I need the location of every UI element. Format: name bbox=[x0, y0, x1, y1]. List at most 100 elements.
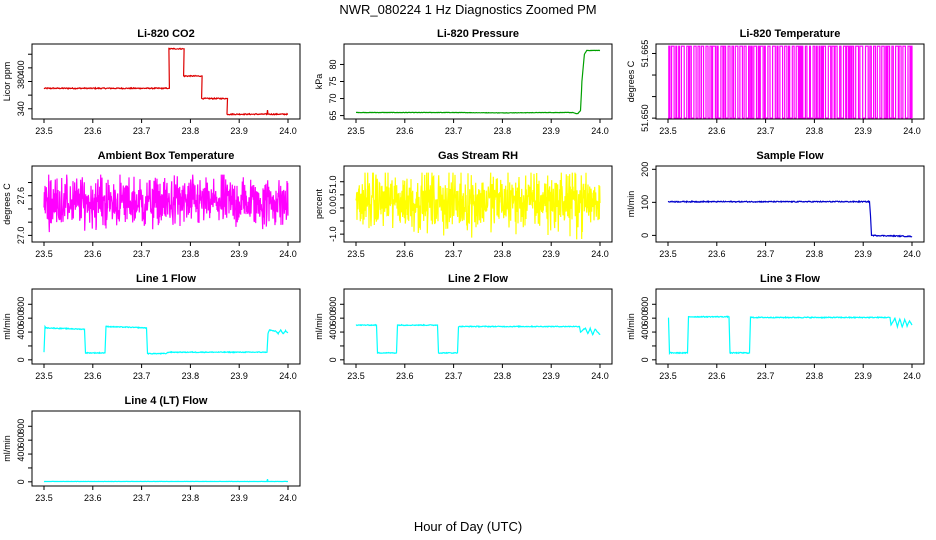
y-tick-label: 0.5 bbox=[328, 189, 338, 202]
panels: Li-820 CO2 23.5 23.6 23.7 23.8 23.9 24.0 340 380… bbox=[2, 28, 925, 503]
x-tick-label: 23.7 bbox=[445, 371, 463, 381]
panel-8: Line 2 Flow 23.5 23.6 23.7 23.8 23.9 24.0 0 4006… bbox=[314, 273, 613, 381]
x-tick-label: 23.5 bbox=[35, 126, 53, 136]
x-tick-label: 24.0 bbox=[279, 249, 297, 259]
x-tick-label: 23.5 bbox=[35, 371, 53, 381]
x-tick-label: 23.5 bbox=[347, 249, 365, 259]
x-tick-label: 23.5 bbox=[347, 371, 365, 381]
x-tick-label: 23.6 bbox=[84, 371, 102, 381]
plot-frame bbox=[655, 288, 925, 365]
x-tick-label: 23.7 bbox=[757, 249, 775, 259]
panel-title: Line 4 (LT) Flow bbox=[125, 395, 208, 407]
x-tick-label: 23.5 bbox=[347, 126, 365, 136]
y-tick-label: 600 bbox=[16, 433, 26, 448]
series-line bbox=[667, 315, 913, 356]
y-tick-label: 65 bbox=[328, 111, 338, 121]
x-tick-label: 23.6 bbox=[708, 371, 726, 381]
y-axis-label: kPa bbox=[314, 74, 324, 90]
x-tick-label: 23.7 bbox=[445, 249, 463, 259]
panel-title: Line 2 Flow bbox=[448, 273, 508, 285]
x-tick-label: 23.6 bbox=[708, 249, 726, 259]
plot-frame bbox=[655, 165, 925, 243]
y-tick-label: 100 bbox=[640, 195, 650, 210]
y-tick-label: -1.0 bbox=[328, 226, 338, 242]
x-tick-label: 23.8 bbox=[806, 371, 824, 381]
x-tick-label: 23.9 bbox=[230, 493, 248, 503]
x-tick-label: 23.7 bbox=[133, 371, 151, 381]
y-tick-label: 600 bbox=[640, 311, 650, 326]
y-axis-label: Licor ppm bbox=[2, 62, 12, 102]
x-tick-label: 23.8 bbox=[182, 249, 200, 259]
x-tick-label: 23.7 bbox=[133, 493, 151, 503]
panel-title: Ambient Box Temperature bbox=[98, 150, 235, 162]
x-tick-label: 23.6 bbox=[396, 371, 414, 381]
plot-frame bbox=[31, 288, 301, 365]
plot-frame bbox=[343, 288, 613, 365]
y-axis-label: ml/min bbox=[314, 313, 324, 340]
y-tick-label: 400 bbox=[16, 60, 26, 75]
y-axis-label: percent bbox=[314, 188, 324, 219]
x-tick-label: 23.9 bbox=[542, 371, 560, 381]
y-tick-label: 400 bbox=[640, 325, 650, 340]
x-tick-label: 23.6 bbox=[396, 126, 414, 136]
y-tick-label: 800 bbox=[16, 297, 26, 312]
y-tick-label: 800 bbox=[328, 297, 338, 312]
panel-9: Line 3 Flow 23.5 23.6 23.7 23.8 23.9 24.0 0 4006… bbox=[626, 273, 925, 381]
y-tick-label: 27.6 bbox=[16, 187, 26, 205]
panel-3: Li-820 Temperature 23.5 23.6 23.7 23.8 23.9 24… bbox=[626, 28, 925, 136]
series-line bbox=[668, 45, 913, 119]
x-tick-label: 23.8 bbox=[494, 249, 512, 259]
panel-title: Line 3 Flow bbox=[760, 273, 820, 285]
y-tick-label: 0.0 bbox=[328, 202, 338, 215]
x-tick-label: 23.9 bbox=[542, 126, 560, 136]
x-tick-label: 23.9 bbox=[854, 371, 872, 381]
series-line bbox=[355, 323, 601, 355]
panel-4: Ambient Box Temperature 23.5 23.6 23.7 23.8 2… bbox=[2, 150, 301, 259]
series-line bbox=[43, 478, 288, 483]
x-tick-label: 23.5 bbox=[659, 126, 677, 136]
y-tick-label: 51.650 bbox=[640, 104, 650, 132]
x-tick-label: 23.8 bbox=[806, 249, 824, 259]
x-tick-label: 24.0 bbox=[279, 493, 297, 503]
panel-5: Gas Stream RH 23.5 23.6 23.7 23.8 23.9 24.0 -1.… bbox=[314, 150, 613, 259]
x-tick-label: 23.6 bbox=[84, 493, 102, 503]
x-tick-label: 23.6 bbox=[396, 249, 414, 259]
y-tick-label: 51.665 bbox=[640, 40, 650, 68]
x-tick-label: 23.7 bbox=[133, 249, 151, 259]
y-tick-label: 70 bbox=[328, 94, 338, 104]
x-tick-label: 23.8 bbox=[494, 126, 512, 136]
x-tick-label: 23.7 bbox=[445, 126, 463, 136]
panel-title: Li-820 Temperature bbox=[740, 28, 841, 40]
x-tick-label: 23.8 bbox=[494, 371, 512, 381]
x-tick-label: 23.8 bbox=[182, 126, 200, 136]
x-tick-label: 23.5 bbox=[35, 249, 53, 259]
plot-frame bbox=[655, 43, 925, 120]
y-axis-label: ml/min bbox=[626, 313, 636, 340]
x-tick-label: 23.5 bbox=[659, 371, 677, 381]
x-tick-label: 24.0 bbox=[903, 126, 921, 136]
panel-1: Li-820 CO2 23.5 23.6 23.7 23.8 23.9 24.0 340 380… bbox=[2, 28, 301, 136]
y-tick-label: 380 bbox=[16, 74, 26, 89]
x-tick-label: 23.9 bbox=[542, 249, 560, 259]
panel-2: Li-820 Pressure 23.5 23.6 23.7 23.8 23.9 24.0 6… bbox=[314, 28, 613, 136]
x-tick-label: 23.9 bbox=[230, 249, 248, 259]
plot-frame bbox=[31, 43, 301, 120]
series-line bbox=[667, 200, 913, 238]
y-tick-label: 75 bbox=[328, 76, 338, 86]
x-tick-label: 23.5 bbox=[659, 249, 677, 259]
y-tick-label: 800 bbox=[16, 419, 26, 434]
y-tick-label: 600 bbox=[328, 311, 338, 326]
y-axis-label: degrees C bbox=[626, 60, 636, 102]
x-tick-label: 24.0 bbox=[591, 126, 609, 136]
plot-frame bbox=[343, 165, 613, 243]
y-axis-label: degrees C bbox=[2, 183, 12, 225]
x-tick-label: 24.0 bbox=[279, 126, 297, 136]
y-axis-label: ml/min bbox=[2, 435, 12, 462]
x-tick-label: 23.9 bbox=[230, 371, 248, 381]
x-tick-label: 23.6 bbox=[84, 249, 102, 259]
y-tick-label: 600 bbox=[16, 311, 26, 326]
y-tick-label: 0 bbox=[16, 357, 26, 362]
panel-6: Sample Flow 23.5 23.6 23.7 23.8 23.9 24.0 0 100 2… bbox=[626, 150, 925, 259]
x-tick-label: 23.7 bbox=[757, 371, 775, 381]
